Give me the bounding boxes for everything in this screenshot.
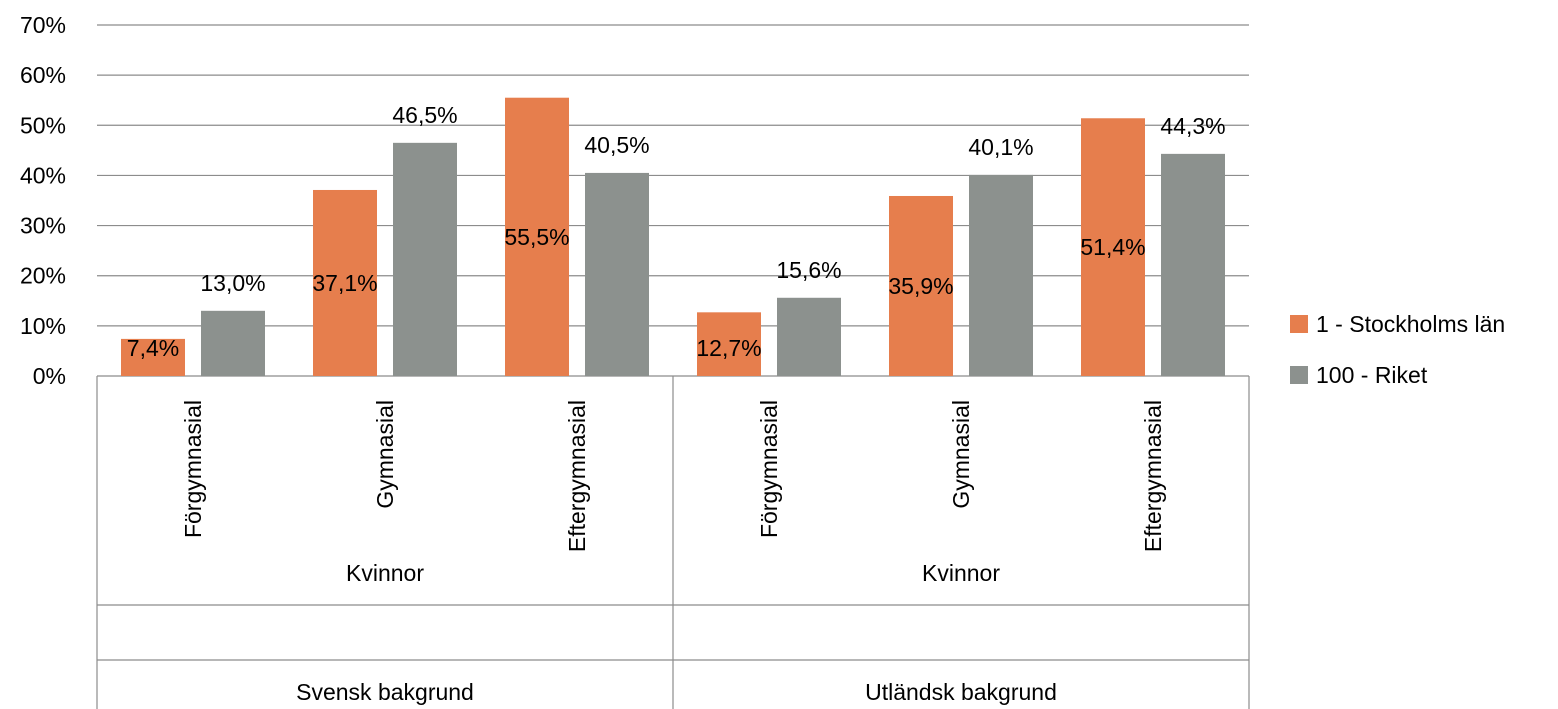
data-label: 13,0% <box>200 270 265 296</box>
legend-label: 1 - Stockholms län <box>1316 311 1505 337</box>
x-group-background-label: Svensk bakgrund <box>296 679 474 705</box>
x-axis: Förgymnasial Gymnasial Eftergymnasial Förgy… <box>96 376 1250 709</box>
x-category-label: Eftergymnasial <box>564 400 590 552</box>
y-tick-label: 10% <box>20 313 66 339</box>
bar-stockholms-lan <box>505 97 569 376</box>
bar-stockholms-lan <box>1081 118 1145 376</box>
x-group-gender-label: Kvinnor <box>922 560 1000 586</box>
legend: 1 - Stockholms län 100 - Riket <box>1290 311 1505 388</box>
data-label: 55,5% <box>504 224 569 250</box>
x-category-label: Eftergymnasial <box>1140 400 1166 552</box>
y-tick-label: 30% <box>20 213 66 239</box>
data-label: 51,4% <box>1080 234 1145 260</box>
bar-stockholms-lan <box>889 195 953 376</box>
bar-riket <box>393 142 457 376</box>
data-label: 35,9% <box>888 273 953 299</box>
y-tick-label: 60% <box>20 62 66 88</box>
y-axis-tick-labels: 0% 10% 20% 30% 40% 50% 60% 70% <box>20 12 66 389</box>
bar-stockholms-lan <box>121 338 185 376</box>
bars <box>121 97 1225 376</box>
data-label: 44,3% <box>1160 113 1225 139</box>
x-category-label: Gymnasial <box>372 400 398 509</box>
data-label: 15,6% <box>776 257 841 283</box>
data-label: 40,1% <box>968 134 1033 160</box>
gridlines <box>97 24 1249 377</box>
data-label: 7,4% <box>127 335 179 361</box>
bar-riket <box>585 172 649 376</box>
data-label: 40,5% <box>584 132 649 158</box>
y-tick-label: 70% <box>20 12 66 38</box>
bar-stockholms-lan <box>313 189 377 376</box>
bar-riket <box>1161 153 1225 376</box>
legend-swatch <box>1290 366 1308 384</box>
x-category-label: Förgymnasial <box>180 400 206 538</box>
y-tick-label: 40% <box>20 162 66 188</box>
x-group-background-label: Utländsk bakgrund <box>865 679 1057 705</box>
data-label: 46,5% <box>392 102 457 128</box>
bar-riket <box>777 297 841 376</box>
x-category-label: Förgymnasial <box>756 400 782 538</box>
legend-swatch <box>1290 315 1308 333</box>
data-label: 37,1% <box>312 270 377 296</box>
y-tick-label: 0% <box>33 363 66 389</box>
data-labels: 7,4% 37,1% 55,5% 12,7% 35,9% 51,4% 13,0% 46,5% 4… <box>127 102 1226 361</box>
legend-label: 100 - Riket <box>1316 362 1428 388</box>
bar-riket <box>201 310 265 376</box>
y-tick-label: 50% <box>20 112 66 138</box>
y-tick-label: 20% <box>20 263 66 289</box>
bar-riket <box>969 174 1033 376</box>
x-category-label: Gymnasial <box>948 400 974 509</box>
data-label: 12,7% <box>696 335 761 361</box>
x-group-gender-label: Kvinnor <box>346 560 424 586</box>
bar-stockholms-lan <box>697 312 761 376</box>
